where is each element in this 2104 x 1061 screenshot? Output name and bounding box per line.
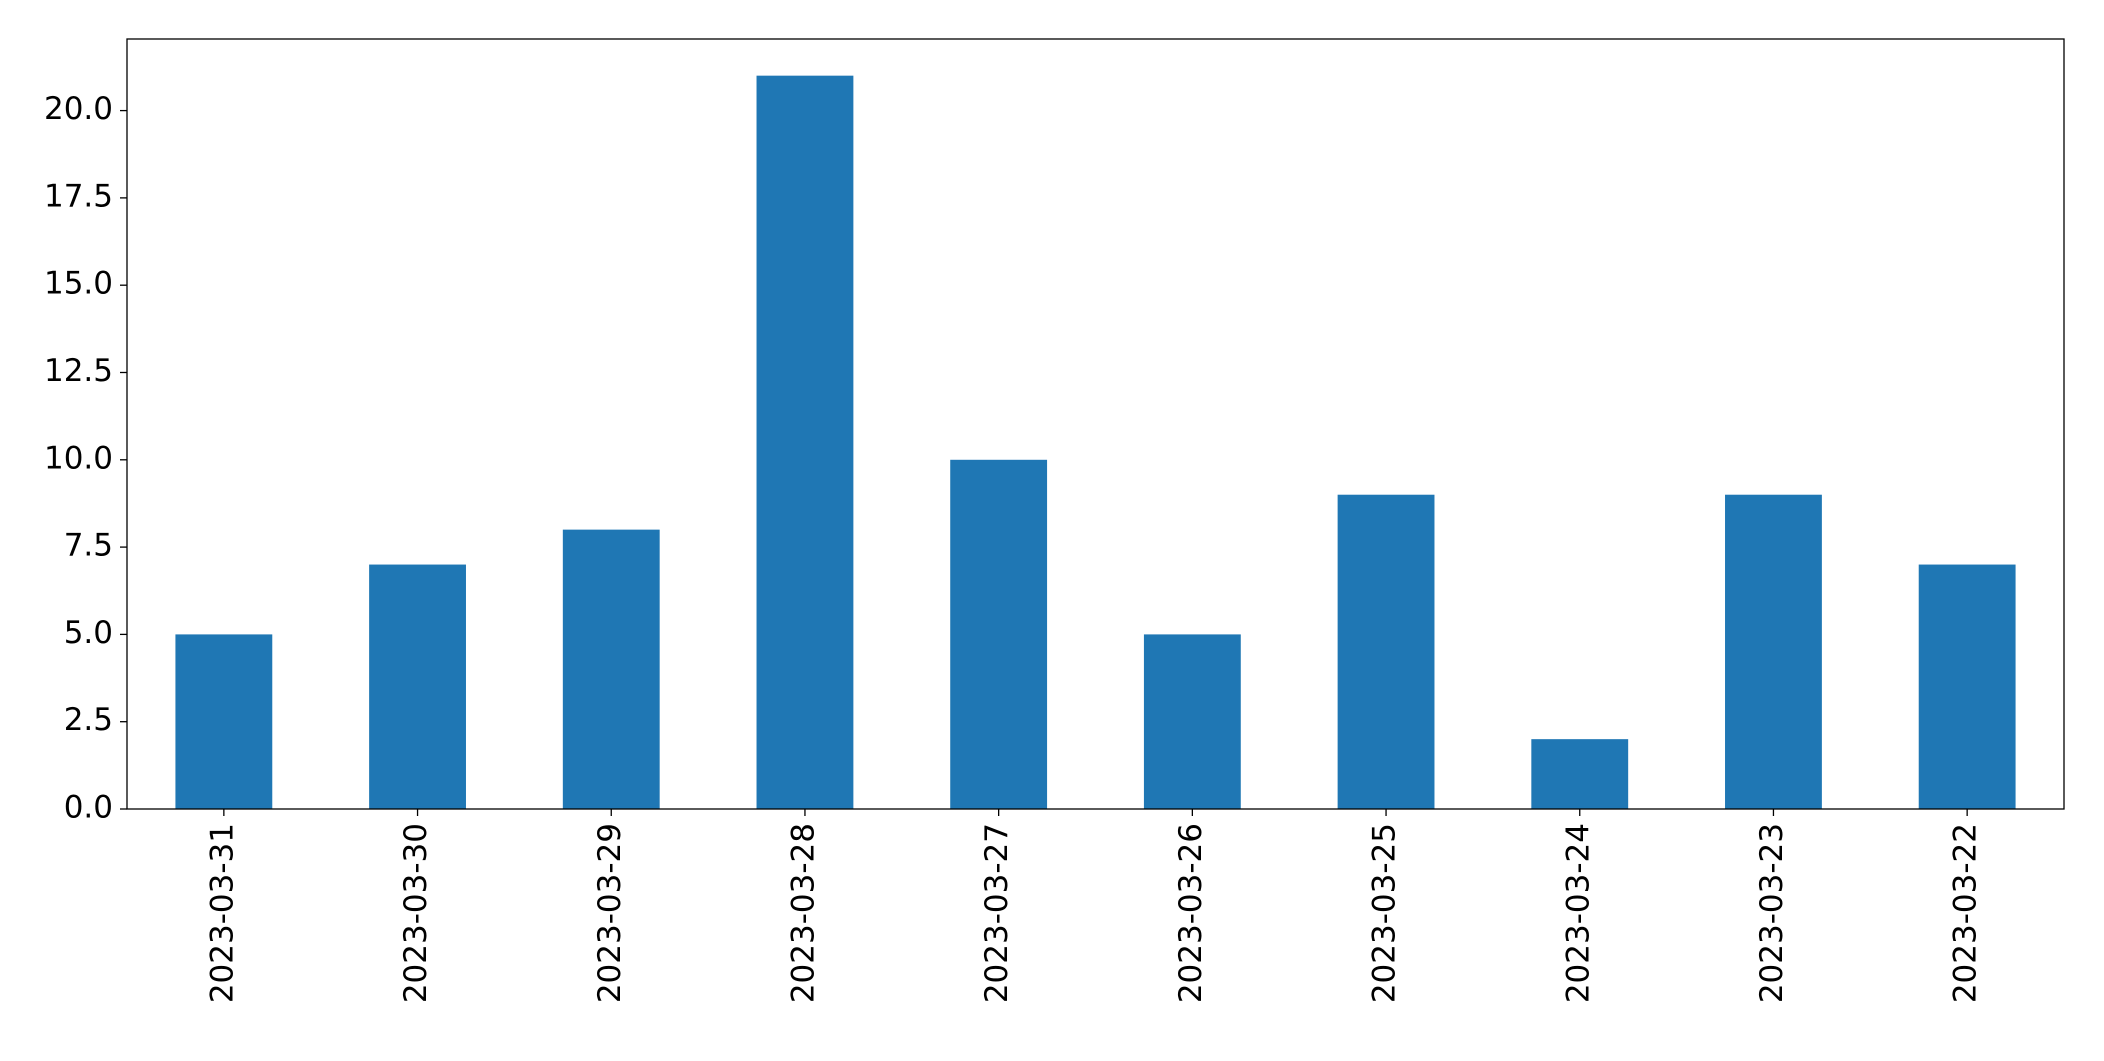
x-tick-label: 2023-03-23: [1754, 823, 1790, 1003]
y-tick-label: 17.5: [44, 178, 113, 214]
plot-frame: [126, 38, 2065, 810]
bar: [562, 529, 660, 809]
x-tick-label: 2023-03-28: [785, 823, 821, 1003]
bar: [1918, 564, 2016, 809]
x-tick-label: 2023-03-31: [204, 823, 240, 1003]
x-tick-label: 2023-03-30: [398, 823, 434, 1003]
y-tick-label: 15.0: [44, 266, 113, 302]
y-tick-label: 20.0: [44, 91, 113, 127]
bar: [756, 75, 854, 809]
x-tick-label: 2023-03-25: [1367, 823, 1403, 1003]
y-tick-label: 10.0: [44, 440, 113, 476]
bar: [1143, 634, 1241, 809]
bar: [1725, 494, 1822, 809]
y-tick-label: 5.0: [64, 615, 113, 651]
bar: [1337, 494, 1435, 809]
bar: [1531, 739, 1629, 809]
y-tick-label: 12.5: [44, 353, 113, 389]
bar: [369, 564, 466, 809]
y-tick-label: 0.0: [64, 790, 113, 826]
x-tick-label: 2023-03-26: [1173, 823, 1209, 1003]
y-tick-label: 2.5: [64, 702, 113, 738]
x-tick-label: 2023-03-22: [1948, 823, 1984, 1003]
bar: [175, 634, 273, 809]
x-tick-label: 2023-03-24: [1560, 823, 1596, 1003]
x-tick-label: 2023-03-27: [979, 823, 1015, 1003]
bar: [950, 459, 1048, 809]
x-tick-label: 2023-03-29: [592, 823, 628, 1003]
y-tick-label: 7.5: [64, 528, 113, 564]
